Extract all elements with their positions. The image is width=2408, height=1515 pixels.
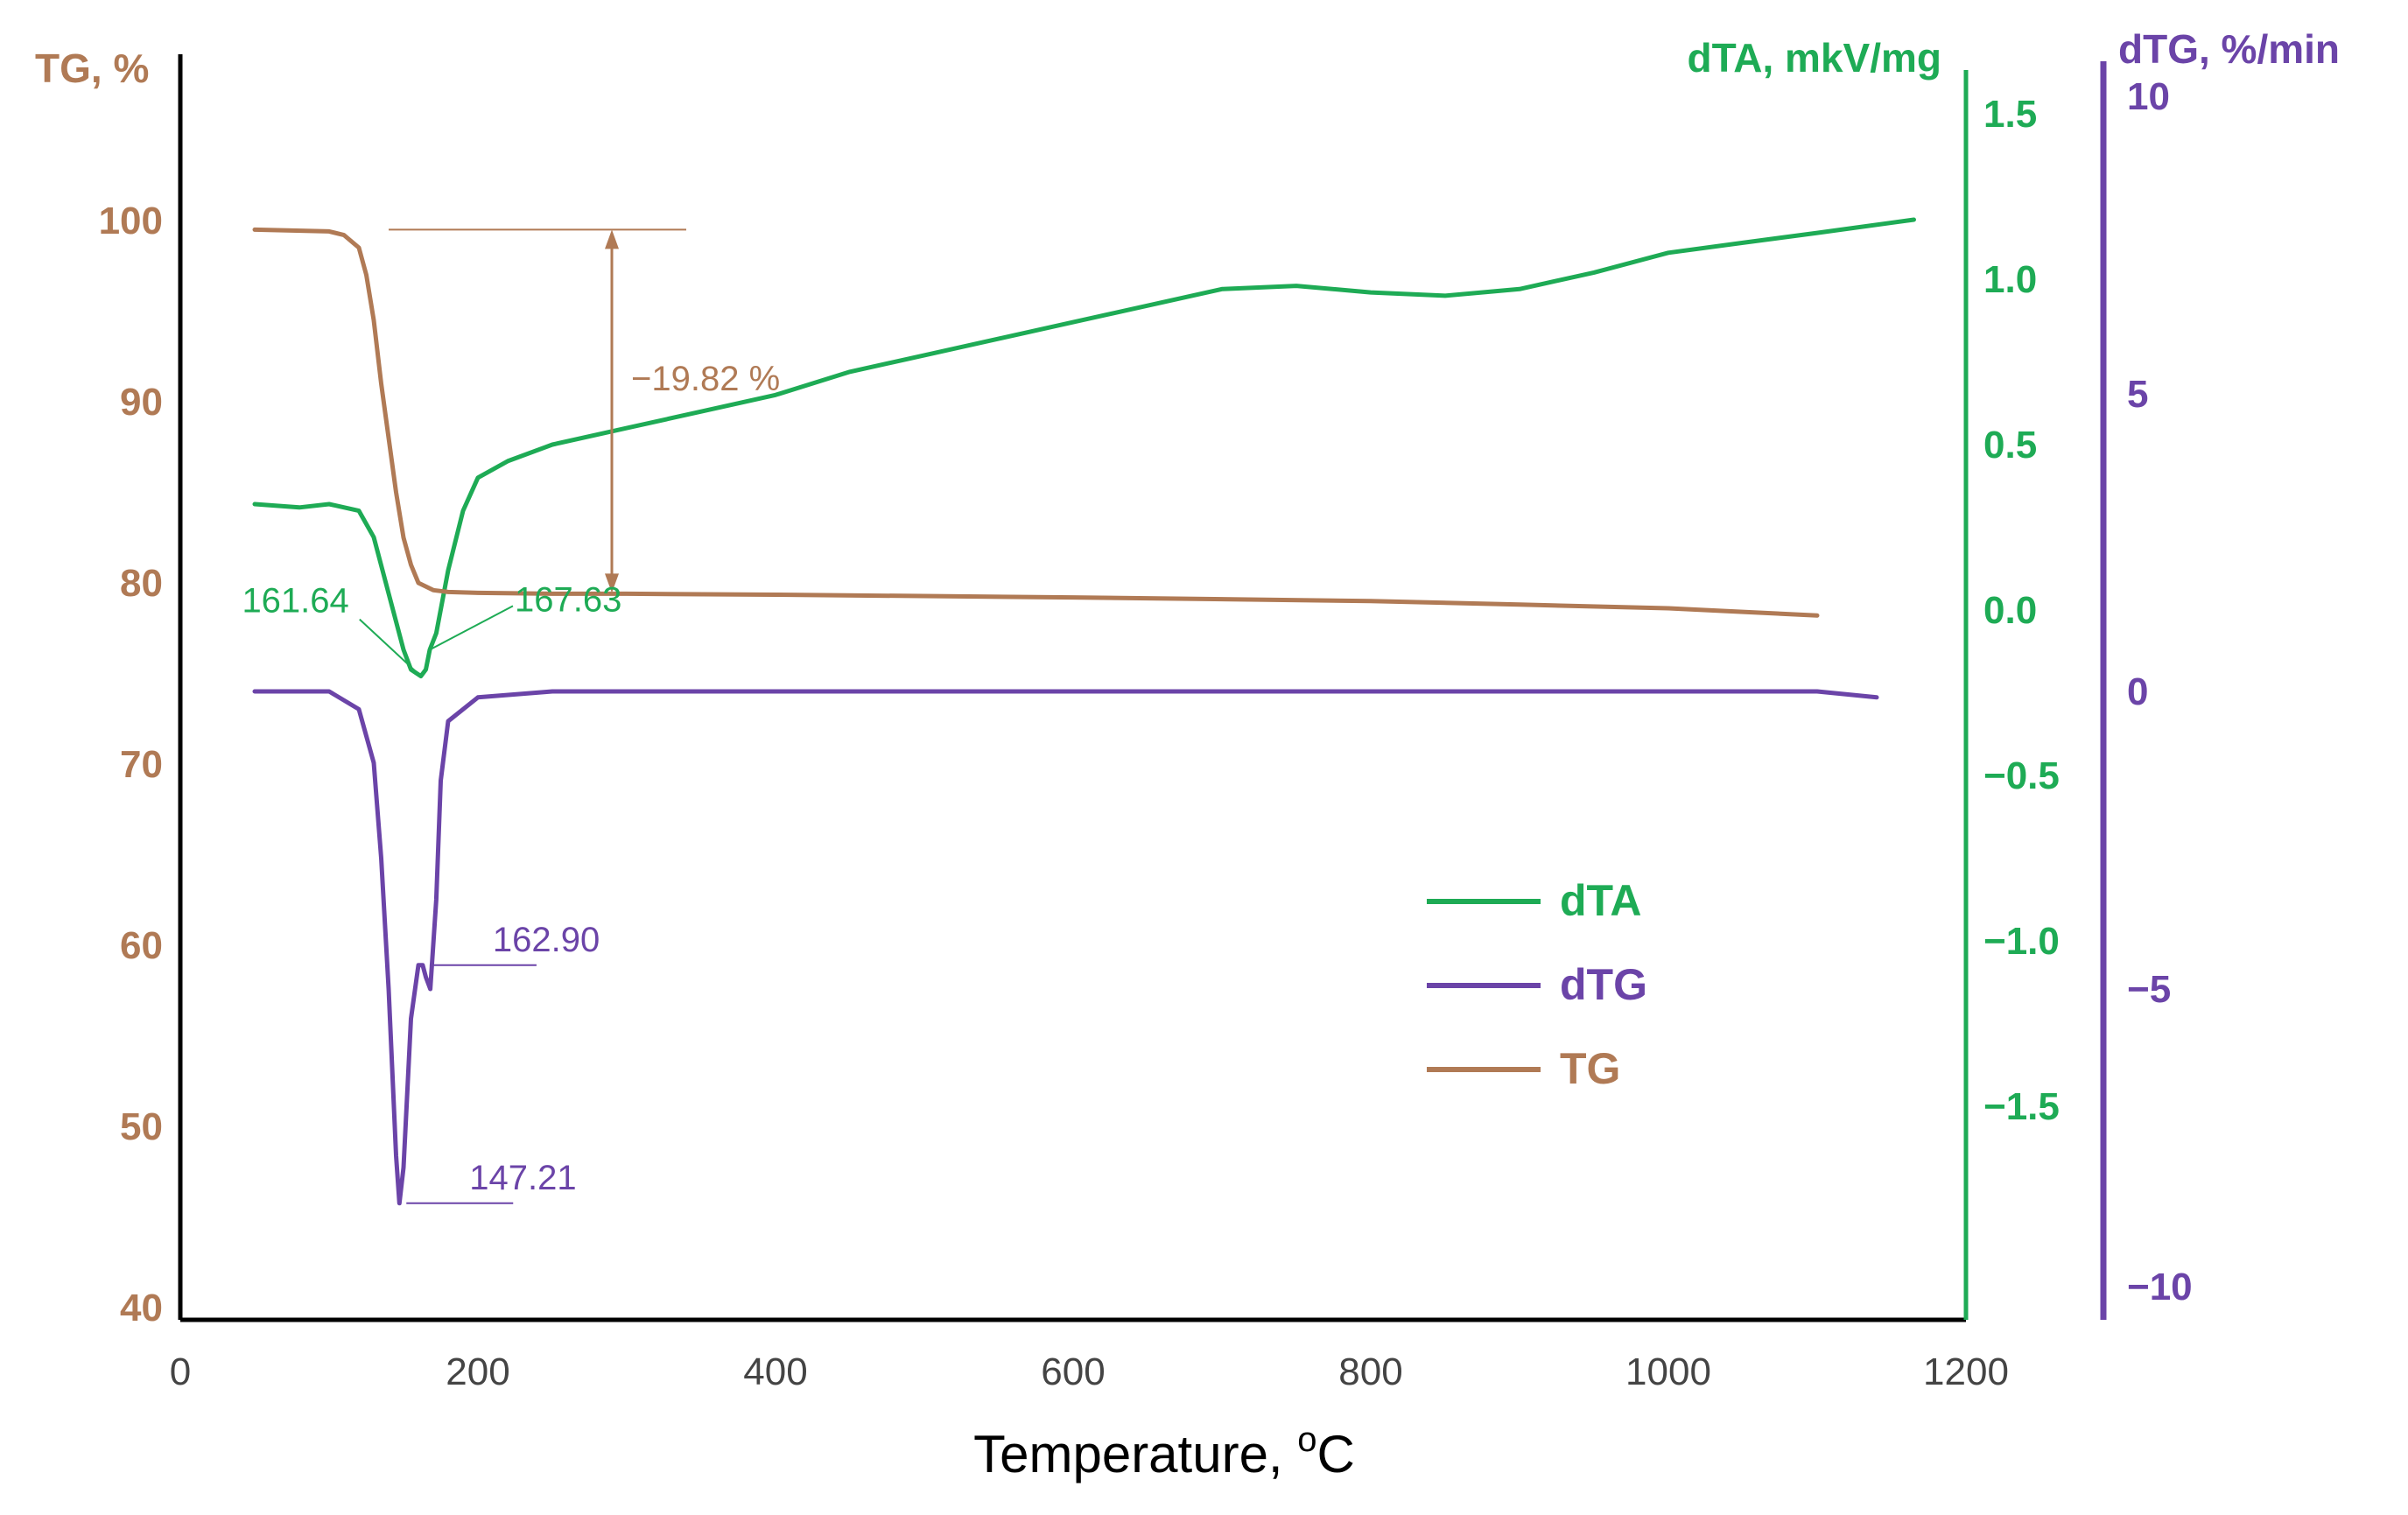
tg-tick-label: 90 — [120, 381, 163, 424]
x-tick-label: 600 — [1041, 1350, 1105, 1393]
dtg-tick-label: 5 — [2127, 373, 2148, 416]
peak-label: 162.90 — [493, 921, 600, 959]
dtg-axis-title: dTG, %/min — [2118, 26, 2340, 72]
series-tg-line — [252, 227, 1820, 618]
x-axis-title-unit: C — [1317, 1425, 1355, 1483]
dtg-tick-labels: 10 5 0 −5 −10 — [2127, 75, 2193, 1308]
dtg-tick-label: 10 — [2127, 75, 2170, 118]
tg-tick-label: 80 — [120, 562, 163, 605]
legend-label-dta: dTA — [1560, 876, 1641, 925]
tg-axis-title: TG, % — [35, 46, 149, 91]
mass-loss-arrow-head-bottom — [605, 573, 619, 593]
dtg-tick-label: −10 — [2127, 1266, 2193, 1308]
tg-tick-label: 70 — [120, 743, 163, 786]
x-tick-labels: 0 200 400 600 800 1000 1200 — [170, 1350, 2009, 1393]
peak-label: 147.21 — [469, 1159, 576, 1197]
series-lines — [252, 217, 1916, 1206]
tg-tick-label: 40 — [120, 1287, 163, 1329]
dta-tick-label: 0.5 — [1983, 424, 2037, 466]
annotations: −19.82 % 161.64 167.63 162.90 147.21 — [242, 228, 780, 1204]
mass-loss-label: −19.82 % — [631, 360, 780, 398]
x-axis-title-degree: o — [1297, 1420, 1316, 1459]
dta-tick-label: −1.0 — [1983, 920, 2060, 963]
dtg-tick-label: −5 — [2127, 968, 2171, 1011]
legend: dTA dTG TG — [1427, 876, 1647, 1093]
dta-tick-label: 1.5 — [1983, 93, 2037, 136]
x-axis-title: Temperature, oC — [973, 1420, 1355, 1483]
dta-tick-label: −0.5 — [1983, 754, 2060, 797]
x-tick-label: 200 — [446, 1350, 509, 1393]
legend-label-dtg: dTG — [1560, 960, 1647, 1009]
peak-leader-line — [429, 605, 514, 651]
mass-loss-arrow-head-top — [605, 229, 619, 249]
x-tick-label: 1200 — [1923, 1350, 2009, 1393]
x-tick-label: 800 — [1338, 1350, 1402, 1393]
tg-tick-labels: 40 50 60 70 80 90 100 — [99, 200, 163, 1329]
dta-tick-labels: 1.5 1.0 0.5 0.0 −0.5 −1.0 −1.5 — [1983, 93, 2060, 1128]
dta-tick-label: 0.0 — [1983, 589, 2037, 632]
dta-axis-title: dTA, mkV/mg — [1687, 35, 1941, 81]
dta-tick-label: 1.0 — [1983, 258, 2037, 301]
x-tick-label: 400 — [743, 1350, 807, 1393]
x-tick-label: 1000 — [1625, 1350, 1711, 1393]
tg-tick-label: 60 — [120, 924, 163, 967]
x-axis-title-text: Temperature, — [973, 1425, 1297, 1483]
peak-label: 167.63 — [515, 580, 621, 619]
series-dta-line — [252, 217, 1916, 679]
dta-tick-label: −1.5 — [1983, 1085, 2060, 1128]
peak-label: 161.64 — [242, 582, 348, 621]
tg-tick-label: 100 — [99, 200, 163, 242]
peak-leader-line — [359, 618, 422, 677]
series-dtg-line — [252, 689, 1879, 1206]
legend-label-tg: TG — [1560, 1044, 1620, 1093]
dtg-tick-label: 0 — [2127, 670, 2148, 713]
x-tick-label: 0 — [170, 1350, 191, 1393]
tg-tick-label: 50 — [120, 1105, 163, 1148]
